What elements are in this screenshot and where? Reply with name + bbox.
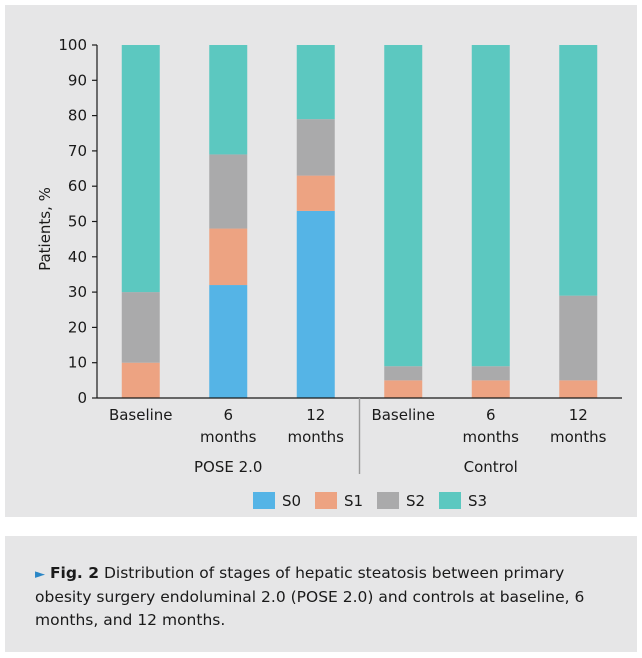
y-tick-label-0: 0	[77, 389, 87, 407]
y-tick-label-20: 20	[68, 318, 87, 336]
y-tick-label-70: 70	[68, 142, 87, 160]
bar-s1-0	[121, 362, 160, 398]
bar-s2-5	[559, 295, 598, 381]
bar-s0-1	[209, 285, 248, 398]
caption-figure-label: Fig. 2	[49, 564, 100, 582]
bar-s2-1	[209, 154, 248, 229]
x-tick-label-2-0: 12	[306, 406, 325, 424]
y-tick-label-90: 90	[68, 71, 87, 89]
bars-layer	[121, 45, 598, 398]
bar-s3-3	[384, 45, 423, 367]
bar-s2-2	[296, 119, 335, 176]
bar-s1-4	[471, 380, 510, 398]
y-tick-label-80: 80	[68, 107, 87, 125]
y-tick-label-100: 100	[58, 36, 87, 54]
x-tick-label-5-1: months	[550, 428, 607, 446]
x-tick-label-2-1: months	[288, 428, 345, 446]
group-labels: POSE 2.0 Control	[194, 458, 518, 476]
legend-label-s3: S3	[468, 492, 487, 510]
bar-s3-1	[209, 45, 248, 155]
y-tick-label-10: 10	[68, 354, 87, 372]
legend-swatch-s0	[253, 492, 275, 509]
bar-s3-2	[296, 45, 335, 120]
x-tick-labels: Baseline 6 months 12 months Baseline 6 months 12…	[109, 406, 607, 446]
legend-swatch-s2	[377, 492, 399, 509]
bar-s1-3	[384, 380, 423, 398]
y-tick-labels: 0 10 20 30 40 50 60 70 80 90 100	[58, 36, 87, 407]
x-tick-label-5-0: 12	[569, 406, 588, 424]
bar-s2-3	[384, 366, 423, 381]
legend-swatch-s3	[439, 492, 461, 509]
x-tick-label-4-0: 6	[486, 406, 496, 424]
figure-caption: ► Fig. 2 Distribution of stages of hepat…	[35, 562, 615, 632]
caption-body: Distribution of stages of hepatic steato…	[35, 564, 585, 629]
caption-panel: ► Fig. 2 Distribution of stages of hepat…	[5, 536, 637, 652]
bar-s1-1	[209, 228, 248, 286]
group-label-1: Control	[464, 458, 518, 476]
legend-label-s1: S1	[344, 492, 363, 510]
bar-s3-4	[471, 45, 510, 367]
bar-s2-0	[121, 292, 160, 363]
x-tick-label-4-1: months	[463, 428, 520, 446]
bar-s1-2	[296, 175, 335, 211]
x-tick-label-3-0: Baseline	[371, 406, 435, 424]
y-tick-label-50: 50	[68, 213, 87, 231]
bar-s0-2	[296, 210, 335, 398]
legend-label-s0: S0	[282, 492, 301, 510]
y-tick-label-60: 60	[68, 177, 87, 195]
bar-s1-5	[559, 380, 598, 398]
legend-label-s2: S2	[406, 492, 425, 510]
x-tick-label-0-0: Baseline	[109, 406, 173, 424]
bar-s2-4	[471, 366, 510, 381]
x-tick-label-1-0: 6	[223, 406, 233, 424]
bar-s3-5	[559, 45, 598, 296]
caption-arrow-icon: ►	[35, 567, 45, 582]
group-label-0: POSE 2.0	[194, 458, 262, 476]
bar-s3-0	[121, 45, 160, 293]
y-tick-label-30: 30	[68, 283, 87, 301]
x-tick-label-1-1: months	[200, 428, 257, 446]
stacked-bar-chart: 0 10 20 30 40 50 60 70 80 90 100 Patients, % Basel…	[36, 36, 622, 510]
y-axis-label: Patients, %	[36, 187, 54, 271]
legend-swatch-s1	[315, 492, 337, 509]
legend: S0 S1 S2 S3	[253, 492, 487, 510]
axes-layer	[92, 44, 622, 474]
y-tick-label-40: 40	[68, 248, 87, 266]
